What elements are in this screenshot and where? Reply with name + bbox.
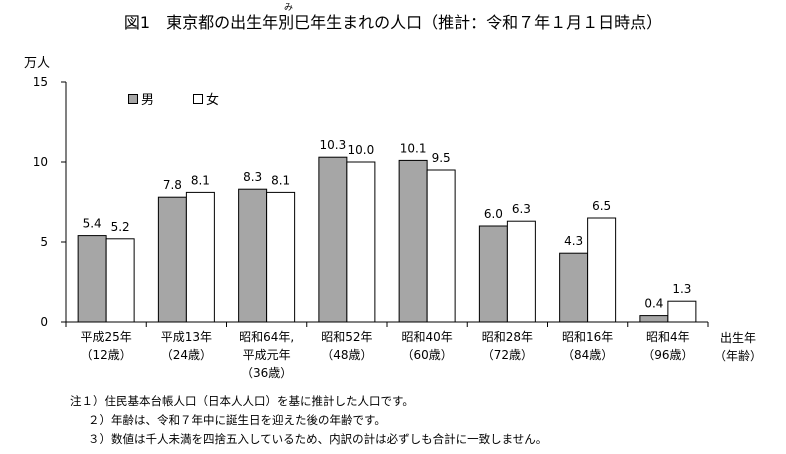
data-label: 7.8 <box>163 178 182 192</box>
data-label: 6.5 <box>592 199 611 213</box>
legend-item-male: 男 <box>128 89 154 108</box>
bar-female <box>587 217 617 323</box>
x-tick-label: 昭和64年, <box>239 330 294 344</box>
bar-male <box>238 188 268 323</box>
data-label: 5.2 <box>111 220 130 234</box>
data-label: 10.3 <box>320 138 347 152</box>
x-tick-label: 平成元年 <box>243 348 291 362</box>
bar-female <box>346 161 376 323</box>
x-tick-label: （12歳） <box>80 348 131 362</box>
bar-female <box>105 238 135 323</box>
y-tick-label: 10 <box>33 155 48 169</box>
bar-male <box>77 235 107 323</box>
y-tick-label: 5 <box>40 235 48 249</box>
bar-male <box>639 315 669 323</box>
footnotes: 注１）住民基本台帳人口（日本人人口）を基に推計した人口です。 ２）年齢は、令和７… <box>70 392 547 449</box>
footnote: ２）年齢は、令和７年中に誕生日を迎えた後の年齢です。 <box>88 413 386 427</box>
x-axis-unit: 出生年 （年齢） <box>714 329 762 365</box>
x-tick-label: 平成13年 <box>161 330 212 344</box>
data-label: 10.0 <box>348 143 375 157</box>
bar-female <box>426 169 456 323</box>
x-tick-label: （48歳） <box>321 348 372 362</box>
x-tick-label: （36歳） <box>241 366 292 380</box>
chart-title: 図1 東京都の出生年別巳年生まれの人口（推計：令和７年１月１日時点） <box>123 13 663 32</box>
title-ruby: み <box>284 3 294 13</box>
x-tick-label: 昭和52年 <box>321 330 372 344</box>
data-label: 6.0 <box>484 207 503 221</box>
data-label: 8.3 <box>243 170 262 184</box>
x-tick-label: （24歳） <box>161 348 212 362</box>
x-tick-label: （96歳） <box>642 348 693 362</box>
bar-male <box>398 159 428 323</box>
data-label: 10.1 <box>400 141 427 155</box>
footnote: ３）数値は千人未満を四捨五入しているため、内訳の計は必ずしも合計に一致しません。 <box>88 432 548 446</box>
bar-female <box>266 191 296 323</box>
x-tick-label: 昭和4年 <box>646 330 690 344</box>
footnote: 注１）住民基本台帳人口（日本人人口）を基に推計した人口です。 <box>70 394 414 408</box>
bar-male <box>157 196 187 323</box>
bar-female <box>185 191 215 323</box>
data-label: 0.4 <box>644 297 663 311</box>
data-label: 6.3 <box>512 202 531 216</box>
x-tick-label: （60歳） <box>401 348 452 362</box>
x-tick-label: （84歳） <box>562 348 613 362</box>
x-tick-label: 平成25年 <box>80 330 131 344</box>
data-label: 5.4 <box>83 217 102 231</box>
x-axis-unit-line: 出生年 <box>720 331 757 345</box>
data-label: 1.3 <box>672 282 691 296</box>
bar-female <box>667 300 697 323</box>
x-tick-label: 昭和28年 <box>482 330 533 344</box>
y-axis-unit: 万人 <box>24 56 51 71</box>
x-tick-label: 昭和40年 <box>401 330 452 344</box>
legend-swatch-male <box>128 93 138 104</box>
bar-male <box>318 156 348 323</box>
legend-item-female: 女 <box>193 89 219 108</box>
y-tick-label: 0 <box>40 315 48 329</box>
data-label: 9.5 <box>432 151 451 165</box>
data-label: 4.3 <box>564 234 583 248</box>
legend-swatch-female <box>193 93 203 104</box>
bar-male <box>559 252 589 323</box>
data-label: 8.1 <box>271 173 290 187</box>
data-label: 8.1 <box>191 173 210 187</box>
legend-label-male: 男 <box>141 93 155 108</box>
legend-label-female: 女 <box>206 93 220 108</box>
x-tick-label: 昭和16年 <box>562 330 613 344</box>
y-tick-label: 15 <box>33 75 48 89</box>
bar-female <box>506 220 536 323</box>
bar-male <box>478 225 508 323</box>
x-tick-label: （72歳） <box>482 348 533 362</box>
x-axis-unit-line: （年齢） <box>714 349 763 363</box>
